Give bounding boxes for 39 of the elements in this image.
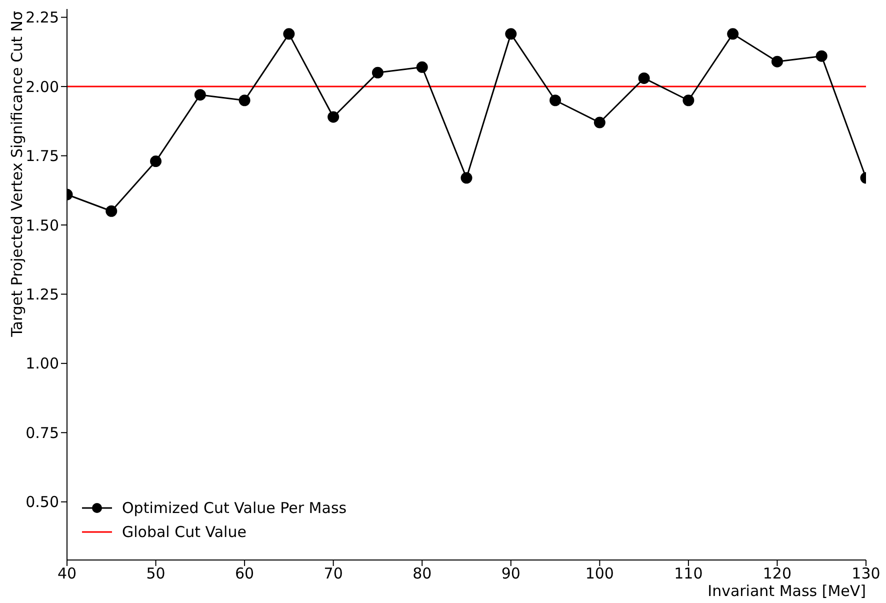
y-tick-label: 1.50 (26, 216, 59, 234)
point (460, 172, 472, 184)
y-tick-label: 2.25 (26, 8, 59, 27)
point (682, 94, 694, 106)
point (194, 89, 206, 101)
point (283, 28, 295, 40)
point (638, 72, 650, 84)
y-tick-label: 0.75 (26, 424, 59, 442)
x-tick-label: 110 (674, 564, 703, 583)
x-tick-label: 100 (585, 564, 614, 583)
x-tick-label: 130 (852, 564, 880, 583)
legend-label: Optimized Cut Value Per Mass (122, 499, 347, 517)
point (106, 205, 118, 217)
legend-label: Global Cut Value (122, 523, 246, 541)
point (550, 94, 562, 106)
y-tick-label: 0.50 (26, 493, 59, 512)
y-axis-title: Target Projected Vertex Significance Cut Nσ (8, 10, 26, 338)
point (594, 116, 606, 128)
y-tick-label: 1.25 (26, 286, 59, 304)
point (150, 156, 162, 168)
point (727, 28, 739, 40)
x-tick-label: 50 (146, 564, 166, 583)
y-tick-label: 2.00 (26, 78, 59, 96)
x-tick-label: 80 (412, 564, 432, 583)
point (816, 50, 828, 62)
x-tick-label: 60 (235, 564, 254, 583)
x-tick-label: 40 (57, 564, 77, 583)
point (505, 28, 517, 40)
point (238, 94, 250, 106)
y-tick-label: 1.75 (26, 147, 59, 166)
x-tick-label: 90 (501, 564, 520, 583)
point (372, 66, 384, 78)
point (771, 56, 783, 68)
y-tick-label: 1.00 (26, 354, 59, 373)
point (328, 111, 340, 123)
point (416, 61, 428, 73)
x-tick-label: 120 (762, 564, 792, 583)
x-axis-title: Invariant Mass [MeV] (708, 582, 866, 600)
x-tick-label: 70 (324, 564, 343, 583)
